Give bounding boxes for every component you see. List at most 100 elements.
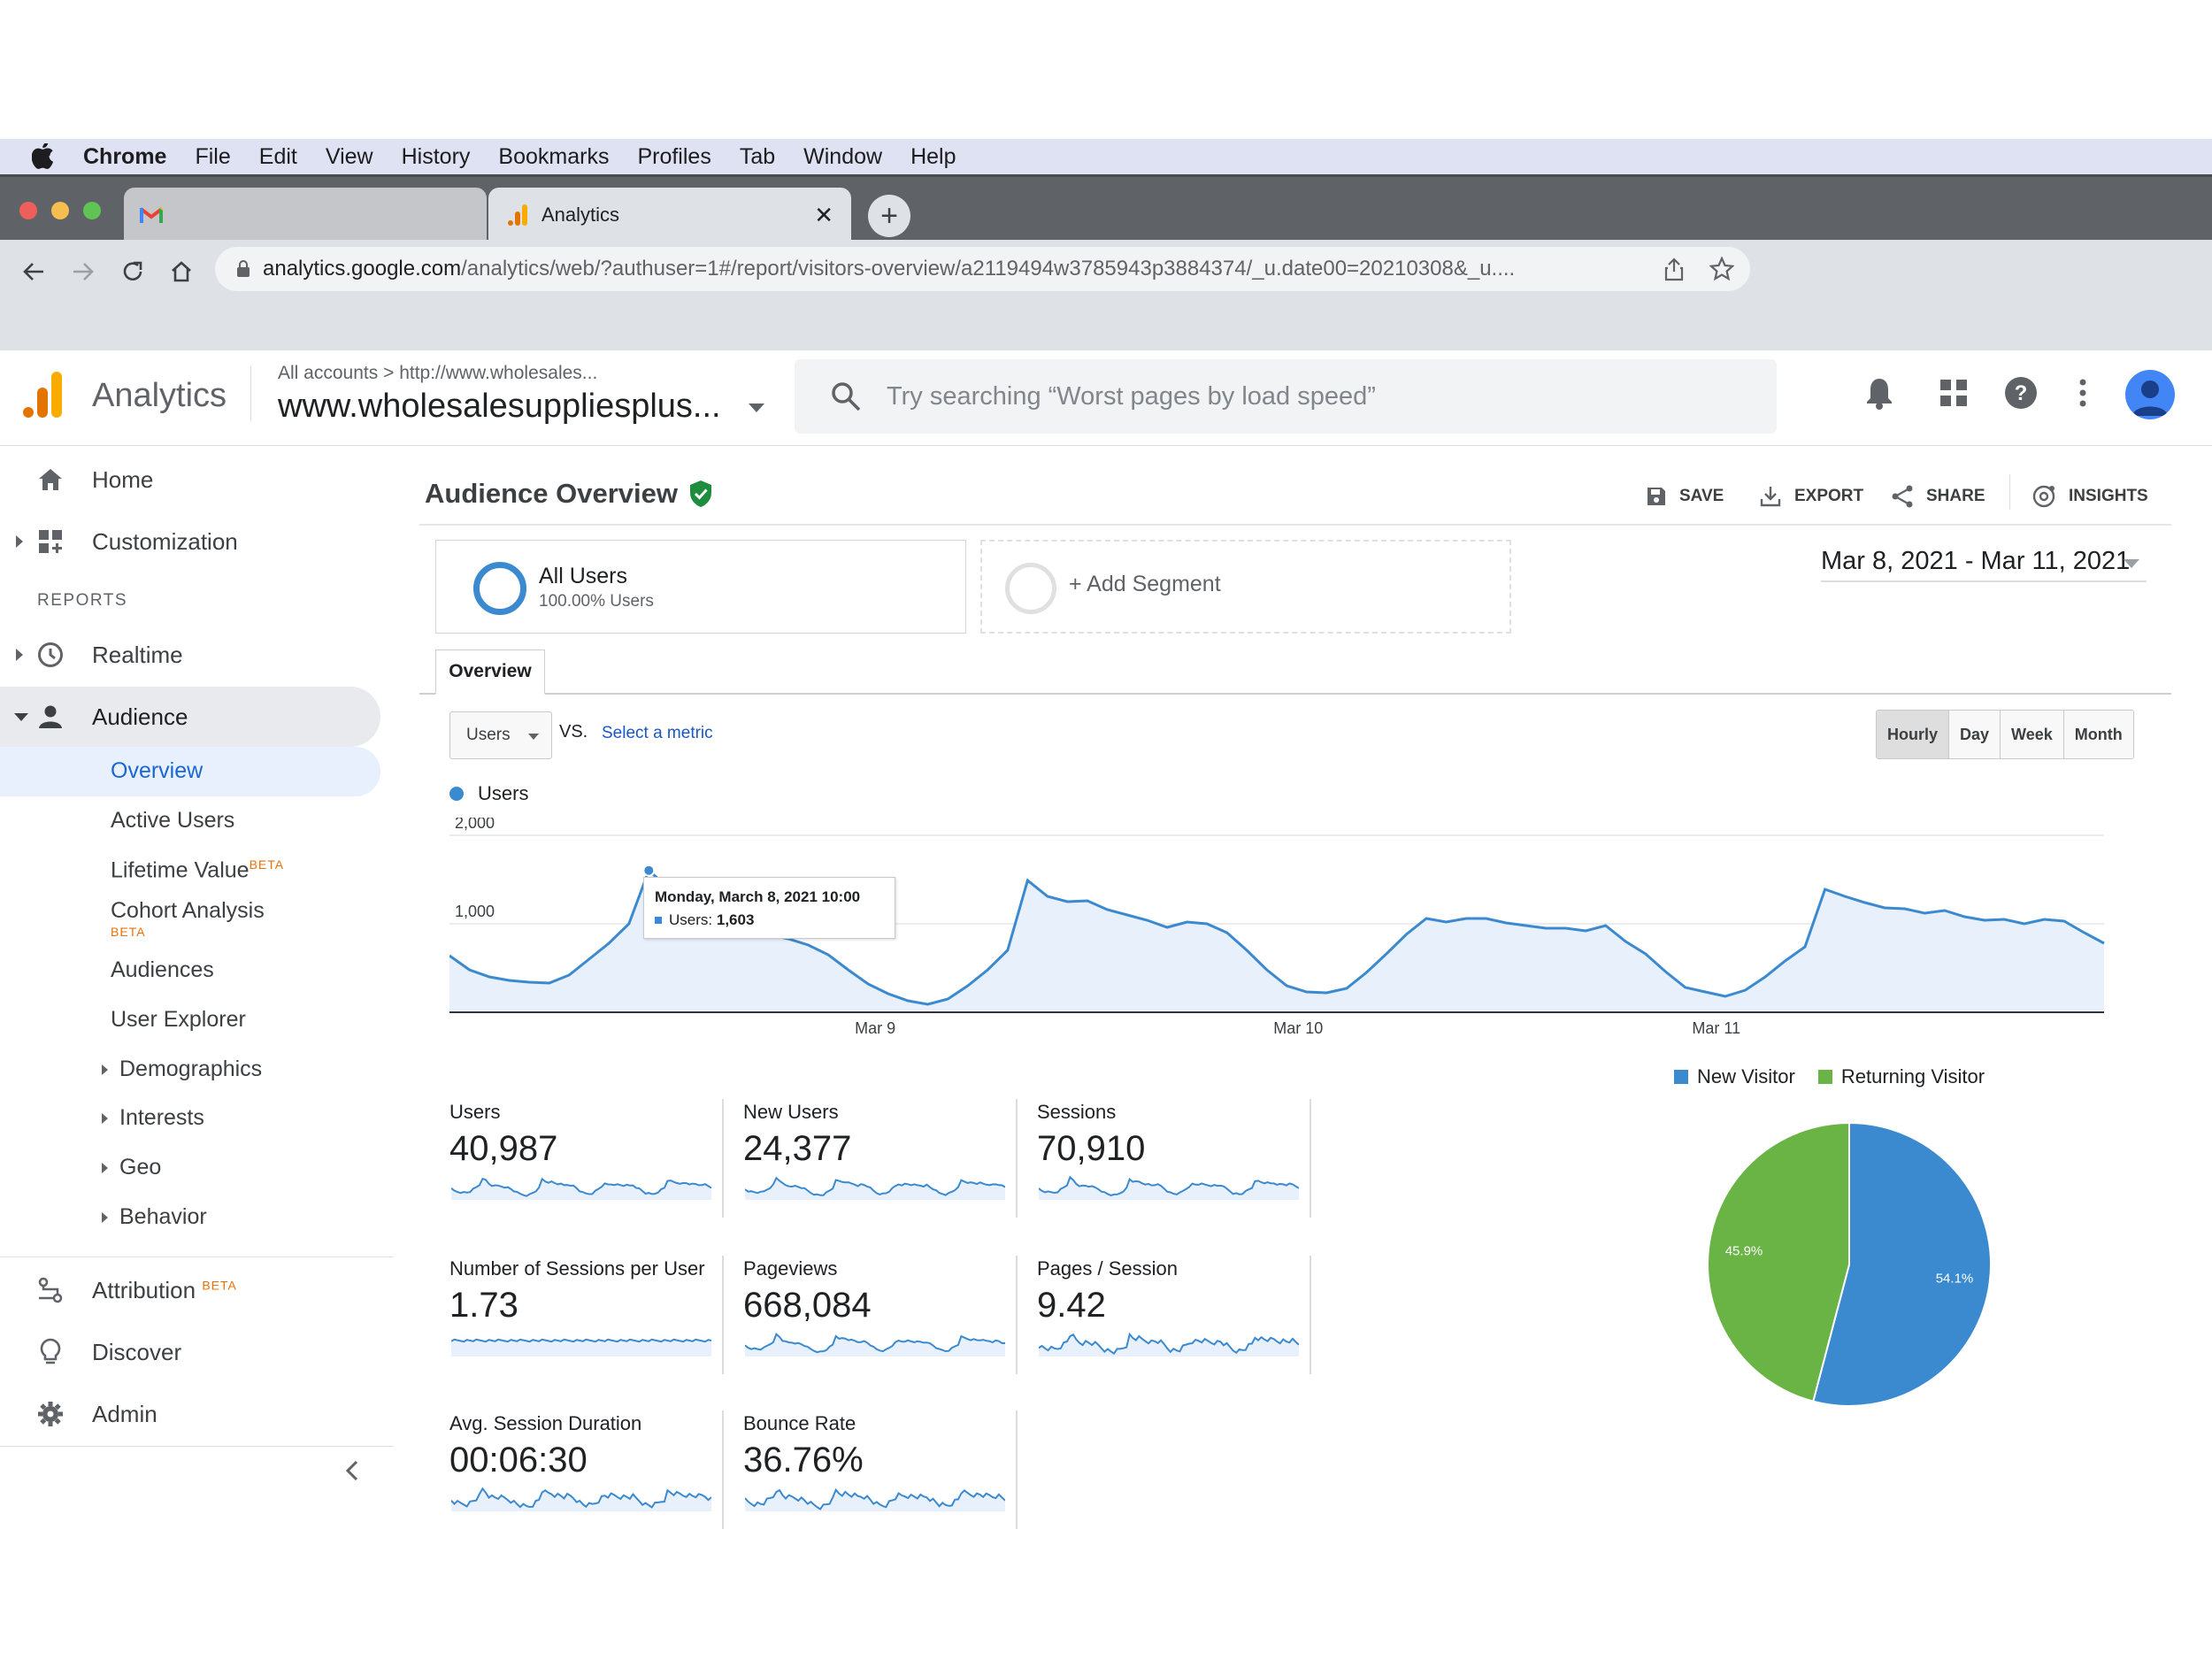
sidebar-item-geo[interactable]: Geo	[102, 1155, 161, 1180]
tab-gmail[interactable]	[124, 188, 487, 242]
header-divider	[419, 524, 2171, 526]
collapse-arrow-icon[interactable]	[14, 712, 28, 721]
close-window-button[interactable]	[19, 202, 37, 219]
legend-swatch-new-visitor	[1674, 1070, 1688, 1084]
pie-slice[interactable]	[1812, 1121, 1993, 1407]
breadcrumb-accounts[interactable]: All accounts	[278, 363, 379, 383]
expand-arrow-icon[interactable]	[102, 1212, 108, 1223]
lock-icon[interactable]	[236, 260, 250, 278]
menu-view[interactable]: View	[325, 143, 373, 169]
segment-all-users[interactable]: All Users 100.00% Users	[435, 540, 966, 634]
granularity-month[interactable]: Month	[2063, 711, 2133, 758]
menu-edit[interactable]: Edit	[258, 143, 297, 169]
search-box[interactable]: Try searching “Worst pages by load speed…	[795, 359, 1777, 434]
date-range-picker[interactable]: Mar 8, 2021 - Mar 11, 2021	[1821, 542, 2147, 582]
analytics-logo-icon[interactable]	[23, 372, 64, 422]
sidebar-item-user-explorer[interactable]: User Explorer	[111, 1007, 246, 1032]
sidebar-item-lifetime-value[interactable]: Lifetime ValueBETA	[111, 857, 284, 883]
date-range-text: Mar 8, 2021 - Mar 11, 2021	[1821, 546, 2131, 575]
menu-bookmarks[interactable]: Bookmarks	[498, 143, 610, 169]
expand-arrow-icon[interactable]	[102, 1064, 108, 1075]
audience-highlight	[0, 687, 380, 747]
tooltip-date: Monday, March 8, 2021 10:00	[655, 888, 861, 905]
minimize-window-button[interactable]	[51, 202, 69, 219]
metric-cell[interactable]: Number of Sessions per User 1.73	[449, 1256, 724, 1374]
metric-cell[interactable]: Pages / Session 9.42	[1037, 1256, 1311, 1374]
sparkline-line	[451, 1177, 711, 1197]
breadcrumb[interactable]: All accounts > http://www.wholesales...	[278, 363, 597, 384]
sidebar-item-label: Cohort Analysis	[111, 898, 265, 923]
expand-arrow-icon[interactable]	[16, 649, 23, 661]
bookmark-star-icon[interactable]	[1709, 257, 1734, 281]
tab-analytics[interactable]: Analytics ✕	[488, 188, 851, 242]
menu-file[interactable]: File	[195, 143, 231, 169]
expand-arrow-icon[interactable]	[102, 1113, 108, 1124]
breadcrumb-property[interactable]: http://www.wholesales...	[399, 363, 598, 383]
data-point-highlight[interactable]	[642, 864, 656, 877]
property-dropdown-icon[interactable]	[749, 403, 764, 412]
collapse-sidebar-icon[interactable]	[343, 1458, 361, 1483]
menu-chrome[interactable]: Chrome	[83, 143, 167, 169]
help-icon[interactable]: ?	[2000, 372, 2042, 414]
menu-history[interactable]: History	[401, 143, 471, 169]
metric-cell[interactable]: Pageviews 668,084	[743, 1256, 1018, 1374]
tab-overview[interactable]: Overview	[435, 649, 545, 695]
url-path: /analytics/web/?authuser=1#/report/visit…	[461, 257, 1516, 281]
sidebar-item-interests[interactable]: Interests	[102, 1105, 204, 1131]
share-page-icon[interactable]	[1663, 257, 1685, 281]
reload-icon[interactable]	[115, 254, 150, 289]
property-selector[interactable]: www.wholesalesuppliesplus...	[278, 388, 721, 425]
menu-window[interactable]: Window	[803, 143, 883, 169]
tooltip-value: Users: 1,603	[655, 911, 754, 929]
home-icon[interactable]	[164, 254, 199, 289]
zoom-window-button[interactable]	[83, 202, 101, 219]
metric-select[interactable]: Users	[449, 711, 552, 759]
breadcrumb-separator: >	[383, 363, 395, 383]
menu-tab[interactable]: Tab	[739, 143, 776, 169]
metric-cell[interactable]: Sessions 70,910	[1037, 1099, 1311, 1218]
sidebar-item-label: Lifetime Value	[111, 857, 250, 883]
metric-cell[interactable]: Avg. Session Duration 00:06:30	[449, 1410, 724, 1529]
granularity-week[interactable]: Week	[2001, 711, 2064, 758]
metric-cell[interactable]: Users 40,987	[449, 1099, 724, 1218]
apps-grid-icon[interactable]	[1932, 372, 1975, 414]
forward-arrow-icon[interactable]	[65, 254, 101, 289]
granularity-hourly[interactable]: Hourly	[1877, 711, 1950, 758]
back-arrow-icon[interactable]	[16, 254, 51, 289]
add-segment-button[interactable]: + Add Segment	[980, 540, 1511, 634]
download-icon	[1759, 485, 1782, 508]
expand-arrow-icon[interactable]	[16, 535, 23, 548]
metric-label: Bounce Rate	[743, 1412, 856, 1434]
apple-icon[interactable]	[32, 143, 60, 170]
more-vert-icon[interactable]	[2062, 372, 2104, 414]
metric-cell[interactable]: Bounce Rate 36.76%	[743, 1410, 1018, 1529]
account-avatar[interactable]	[2125, 370, 2175, 419]
sidebar-item-demographics[interactable]: Demographics	[102, 1057, 262, 1082]
share-button[interactable]: SHARE	[1891, 481, 1985, 511]
expand-arrow-icon[interactable]	[102, 1163, 108, 1173]
sidebar-item-behavior[interactable]: Behavior	[102, 1204, 207, 1230]
metric-divider	[1016, 1099, 1018, 1218]
select-metric-link[interactable]: Select a metric	[602, 724, 713, 742]
metric-label: Number of Sessions per User	[449, 1257, 705, 1280]
chevron-down-icon[interactable]	[2124, 559, 2139, 568]
menu-help[interactable]: Help	[910, 143, 956, 169]
metric-sparkline	[745, 1332, 1005, 1356]
address-bar[interactable]: analytics.google.com/analytics/web/?auth…	[215, 247, 1750, 291]
insights-button[interactable]: INSIGHTS	[2032, 481, 2148, 511]
metric-cell[interactable]: New Users 24,377	[743, 1099, 1018, 1218]
sidebar-item-cohort-analysis[interactable]: Cohort Analysis BETA	[111, 898, 265, 949]
metric-divider	[1016, 1256, 1018, 1374]
granularity-day[interactable]: Day	[1949, 711, 2001, 758]
new-tab-button[interactable]: +	[868, 195, 910, 237]
notifications-bell-icon[interactable]	[1858, 372, 1901, 414]
save-button[interactable]: SAVE	[1646, 481, 1724, 511]
sidebar-item-overview[interactable]: Overview	[111, 758, 204, 783]
export-button[interactable]: EXPORT	[1759, 481, 1863, 511]
menu-profiles[interactable]: Profiles	[637, 143, 711, 169]
visitor-pie-chart[interactable]: 54.1% 45.9%	[1699, 1114, 2000, 1415]
sidebar-item-audiences[interactable]: Audiences	[111, 957, 214, 982]
pie-slice[interactable]	[1707, 1121, 1850, 1403]
sidebar-item-active-users[interactable]: Active Users	[111, 808, 235, 833]
close-tab-icon[interactable]: ✕	[814, 201, 833, 228]
